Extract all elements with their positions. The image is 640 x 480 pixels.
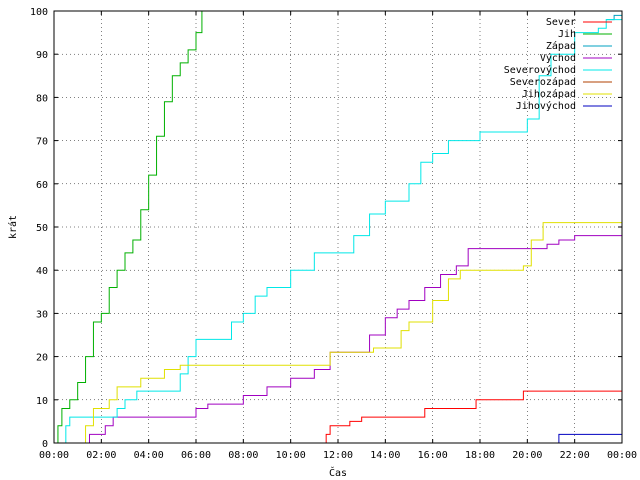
x-tick-label: 20:00 [512, 450, 542, 461]
y-tick-label: 60 [36, 180, 48, 191]
x-tick-label: 00:00 [607, 450, 637, 461]
x-tick-label: 10:00 [276, 450, 306, 461]
y-tick-label: 0 [42, 439, 48, 450]
x-tick-label: 18:00 [465, 450, 495, 461]
series-line-7 [73, 222, 622, 444]
x-tick-label: 14:00 [370, 450, 400, 461]
x-tick-label: 22:00 [560, 450, 590, 461]
grid [54, 11, 622, 443]
legend-label: Jihovýchod [516, 100, 576, 112]
y-tick-label: 50 [36, 223, 48, 234]
x-tick-label: 00:00 [39, 450, 69, 461]
x-tick-label: 16:00 [418, 450, 448, 461]
y-tick-label: 90 [36, 50, 48, 61]
y-tick-label: 100 [30, 7, 48, 18]
y-axis-label: krát [7, 215, 19, 239]
x-tick-label: 04:00 [134, 450, 164, 461]
legend-label: Jihozápad [522, 88, 576, 100]
legend-label: Západ [546, 40, 576, 52]
x-axis-label: Čas [329, 466, 347, 479]
series-line-3 [606, 11, 623, 21]
y-tick-label: 40 [36, 266, 48, 277]
x-tick-label: 08:00 [228, 450, 258, 461]
legend-label: Severozápad [510, 76, 576, 88]
y-tick-label: 10 [36, 396, 48, 407]
series-line-8 [547, 433, 622, 444]
legend-label: Jih [558, 29, 576, 40]
series-line-4 [69, 235, 622, 444]
legend: SeverJihZápadVýchodSeverovýchodSeverozáp… [504, 17, 612, 112]
series-line-1 [322, 390, 622, 444]
legend-label: Východ [540, 52, 576, 64]
legend-label: Sever [546, 17, 576, 28]
x-tick-label: 02:00 [86, 450, 116, 461]
legend-label: Severovýchod [504, 64, 576, 76]
x-tick-label: 12:00 [323, 450, 353, 461]
y-tick-label: 30 [36, 309, 48, 320]
series-line-5 [57, 11, 623, 444]
tick-labels: 0 10 20 30 40 50 60 70 80 90 100 00:00 02:00 04:00 06:… [30, 7, 637, 461]
y-tick-label: 80 [36, 93, 48, 104]
series-line-2 [54, 11, 203, 444]
x-tick-label: 06:00 [181, 450, 211, 461]
y-tick-label: 70 [36, 137, 48, 148]
y-tick-label: 20 [36, 353, 48, 364]
